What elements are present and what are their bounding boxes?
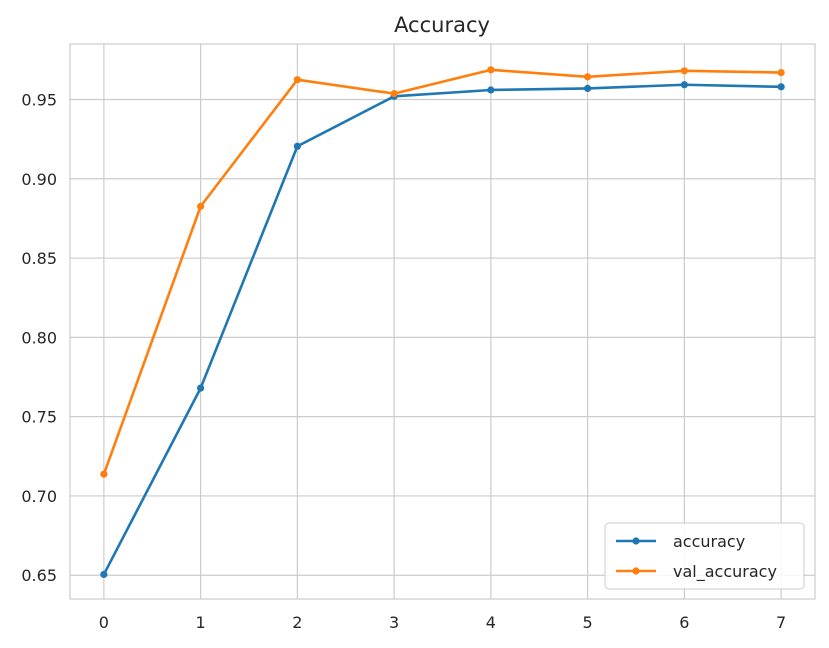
y-tick-label: 0.95 (21, 91, 57, 110)
y-axis-ticks: 0.65 0.70 0.75 0.80 0.85 0.90 0.95 (21, 91, 57, 586)
data-point (487, 66, 495, 74)
x-tick-label: 4 (486, 613, 496, 632)
plot-frame (69, 43, 816, 600)
legend-box (604, 522, 805, 590)
series-lines (100, 66, 785, 579)
data-point (197, 384, 205, 392)
series-line (102, 68, 783, 476)
data-point (487, 86, 495, 94)
legend-swatch-marker (632, 567, 640, 575)
legend-entry: val_accuracy (616, 562, 777, 582)
data-point (680, 81, 688, 89)
data-point (293, 142, 301, 150)
legend-entry: accuracy (616, 532, 745, 551)
y-tick-label: 0.75 (21, 408, 57, 427)
legend-label: accuracy (673, 532, 745, 551)
y-tick-label: 0.65 (21, 566, 57, 585)
x-tick-label: 1 (196, 613, 206, 632)
x-tick-label: 2 (292, 613, 302, 632)
data-point (390, 90, 398, 98)
data-point (584, 84, 592, 92)
data-point (777, 68, 785, 77)
data-point (777, 83, 785, 91)
y-tick-label: 0.80 (21, 328, 57, 347)
series-val-accuracy (100, 66, 785, 478)
chart-title: Accuracy (394, 13, 490, 37)
x-tick-label: 7 (776, 613, 786, 632)
y-tick-label: 0.85 (21, 249, 57, 268)
x-tick-label: 6 (679, 613, 689, 632)
data-point (197, 202, 205, 210)
grid-lines (70, 44, 815, 599)
series-line (102, 83, 783, 576)
data-point (293, 76, 301, 84)
data-point (680, 67, 688, 75)
series-accuracy (100, 81, 785, 579)
y-tick-label: 0.90 (21, 170, 57, 189)
legend: accuracy val_accuracy (604, 522, 805, 590)
y-tick-label: 0.70 (21, 487, 57, 506)
data-point (100, 570, 108, 579)
legend-items: accuracy val_accuracy (616, 532, 777, 582)
data-point (584, 73, 592, 81)
data-point (100, 470, 108, 478)
x-tick-label: 3 (389, 613, 399, 632)
legend-swatch-marker (632, 537, 640, 545)
x-tick-label: 5 (583, 613, 593, 632)
legend-label: val_accuracy (673, 562, 777, 582)
x-tick-label: 0 (99, 613, 109, 632)
x-axis-ticks: 0 1 2 3 4 5 6 7 (99, 613, 786, 632)
